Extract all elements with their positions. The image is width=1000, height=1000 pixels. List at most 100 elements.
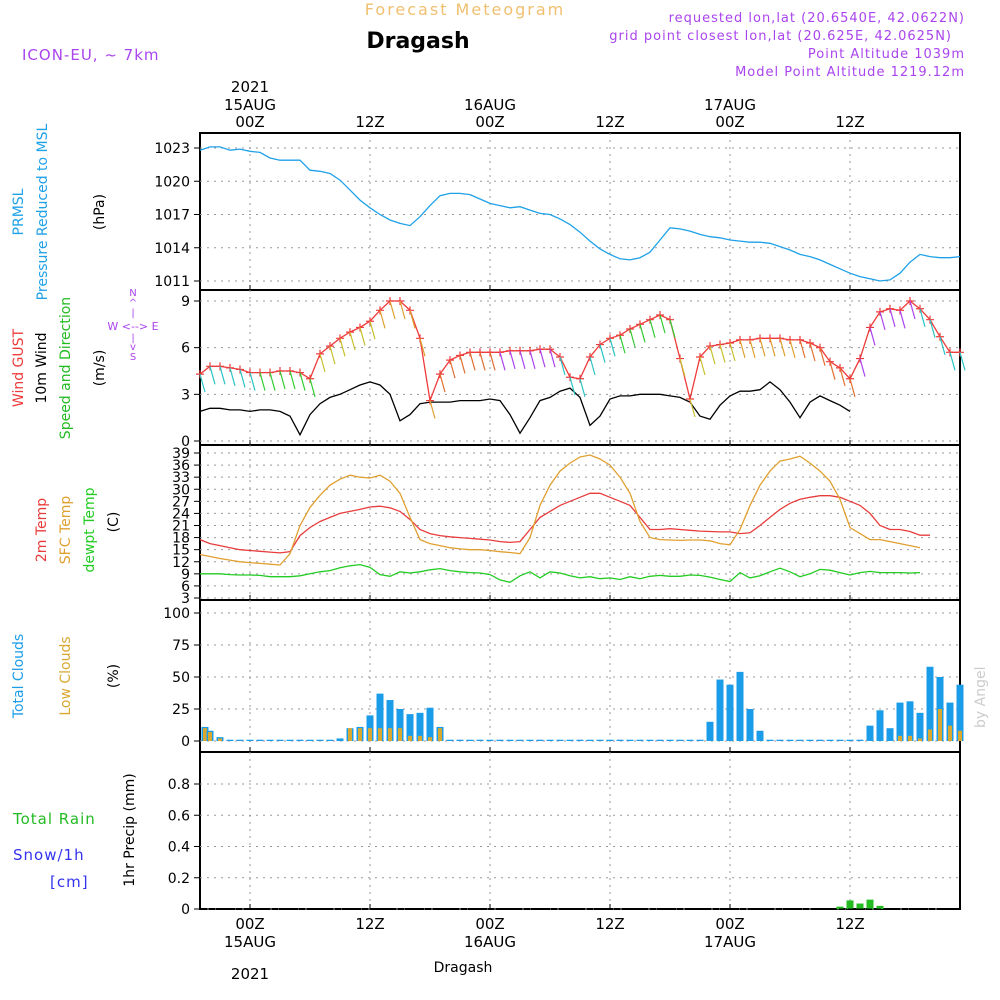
total-cloud-bar [816,739,824,741]
footer-location: Dragash [434,960,493,976]
wind-direction-arrow [939,336,946,355]
temperature-y-tick-label: 18 [172,531,190,547]
wind-direction-arrow [349,331,356,351]
total-cloud-bar [266,739,274,741]
wind-speed-line [199,381,851,437]
low-cloud-bar [418,735,422,741]
total-cloud-bar [496,739,504,741]
clouds-y-tick-label: 75 [172,638,190,654]
low-cloud-bar [898,735,902,741]
total-cloud-bar [546,739,554,741]
temperature-frame [199,444,961,601]
bottom-date-label: 15AUG [224,933,276,951]
wind-direction-arrow [929,319,936,338]
low-clouds-label: Low Clouds [58,636,74,715]
gust-marker [566,373,574,382]
wind-direction-arrow [499,352,506,371]
wind-direction-arrow [689,398,696,418]
top-year-label: 2021 [231,78,269,96]
wind-direction-arrow [699,356,706,376]
wind-direction-arrow [829,361,836,380]
pressure-unit: (hPa) [92,194,108,230]
bottom-time-tick-label: 00Z [235,915,264,933]
gust-marker [446,356,454,365]
total-cloud-bar [926,666,934,741]
low-cloud-bar [928,729,932,741]
wind-direction-arrow [369,321,376,340]
wind-direction-arrow [779,338,786,357]
gust-marker [616,331,624,340]
total-cloud-bar [316,739,324,741]
total-cloud-bar [686,739,694,741]
low-cloud-bar [428,737,432,741]
total-cloud-bar [946,702,954,741]
wind-direction-arrow [509,350,516,369]
wind-unit: (m/s) [92,350,108,387]
rain-bar [856,903,864,909]
low-cloud-bar [388,728,392,741]
total-clouds-label: Total Clouds [11,634,27,719]
chart-title: Forecast Meteogram [365,0,565,19]
bottom-time-tick-label: 12Z [595,915,624,933]
low-cloud-bar [358,728,362,741]
rain-bar [836,906,844,909]
total-cloud-bar [566,739,574,741]
watermark: by Angel [973,667,989,728]
clouds-y-tick-label: 0 [181,734,190,750]
wind-direction-arrow [949,352,956,371]
direction-legend-up: ^ [129,298,137,309]
bottom-date-label: 17AUG [704,933,756,951]
snow-unit-label: [cm] [50,873,89,891]
total-cloud-bar [586,739,594,741]
wind-direction-arrow [799,339,806,359]
wind-direction-arrow [439,373,446,393]
pressure-y-tick-label: 1014 [154,241,190,257]
wind-direction-arrow [229,367,236,387]
total-cloud-bar [226,739,234,741]
gust-marker [196,370,204,379]
low-cloud-bar [208,732,212,741]
low-cloud-bar [368,728,372,741]
gust-marker [496,348,504,357]
total-cloud-bar [956,684,964,741]
gust-marker [236,365,244,374]
total-cloud-bar [846,739,854,741]
pressure-label-1: PRMSL [11,188,27,235]
wind-direction-arrow [919,308,926,327]
direction-legend-n: N [129,288,136,299]
low-cloud-bar [918,738,922,741]
gust-marker [476,348,484,357]
gust-marker [896,306,904,315]
total-cloud-bar [786,739,794,741]
wind-direction-arrow [789,339,796,359]
total-cloud-bar [856,739,864,741]
wind-direction-arrow [609,338,616,357]
top-time-tick-label: 12Z [835,113,864,131]
temp-2m-label: 2m Temp [34,498,50,562]
gust-marker [636,320,644,329]
gust-marker [366,317,374,326]
direction-legend-bar: | [131,308,134,319]
wind-direction-arrow [539,349,546,368]
wind-direction-arrow [299,372,306,391]
grid-point-coords: grid point closest lon,lat (20.625E, 42.… [609,29,952,44]
temperature-y-tick-label: 3 [181,591,190,607]
total-cloud-bar [886,728,894,741]
low-cloud-bar [203,728,207,741]
wind-direction-arrow [579,378,586,397]
wind-direction-arrow [359,327,366,346]
pressure-y-tick-label: 1011 [154,274,190,290]
wind-y-tick-label: 9 [181,294,190,310]
wind-direction-arrow [629,328,636,348]
gust-marker [336,334,344,343]
snow-label: Snow/1h [13,846,85,864]
gust-marker [766,334,774,343]
wind-direction-arrow [669,319,676,338]
wind-direction-arrow [249,372,256,391]
wind-direction-arrow [679,358,686,377]
total-cloud-bar [506,739,514,741]
total-cloud-bar [836,739,844,741]
direction-legend-bar2: | [131,333,134,344]
temperature-y-tick-label: 12 [172,555,190,571]
total-rain-label: Total Rain [12,810,96,828]
